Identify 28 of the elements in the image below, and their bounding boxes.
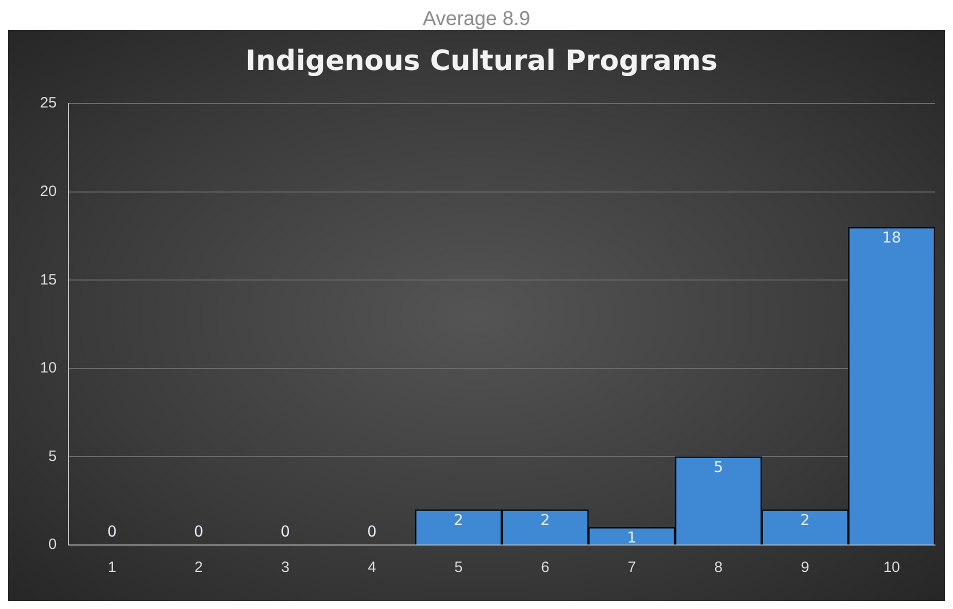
x-tick-label: 6 (540, 559, 550, 576)
data-label: 2 (454, 511, 464, 530)
y-tick-label: 20 (40, 183, 57, 200)
x-tick-label: 1 (108, 559, 116, 576)
data-label: 2 (540, 511, 550, 530)
x-tick-label: 3 (281, 559, 290, 576)
data-label: 0 (280, 522, 290, 540)
x-tick-label: 2 (194, 559, 203, 576)
y-tick-label: 5 (48, 448, 57, 465)
data-label: 5 (714, 458, 724, 476)
y-tick-label: 25 (40, 94, 57, 112)
x-tick-label: 10 (883, 559, 900, 576)
x-tick-label: 9 (800, 559, 810, 576)
text: Average 8.9 (422, 8, 532, 30)
data-label: 0 (367, 522, 377, 540)
x-tick-label: 8 (714, 559, 723, 576)
x-tick-label: 4 (368, 559, 376, 576)
x-tick-label: 7 (628, 559, 636, 576)
data-label: 1 (627, 528, 637, 547)
data-label: 0 (107, 522, 117, 540)
data-label: 0 (194, 522, 204, 540)
y-tick-label: 15 (40, 271, 57, 288)
chart-title: Indigenous Cultural Programs (245, 44, 718, 78)
y-tick-label: 0 (48, 536, 57, 554)
x-tick-label: 5 (454, 559, 463, 576)
y-tick-label: 10 (40, 360, 57, 377)
data-label: 2 (800, 511, 810, 530)
data-label: 18 (882, 228, 902, 247)
